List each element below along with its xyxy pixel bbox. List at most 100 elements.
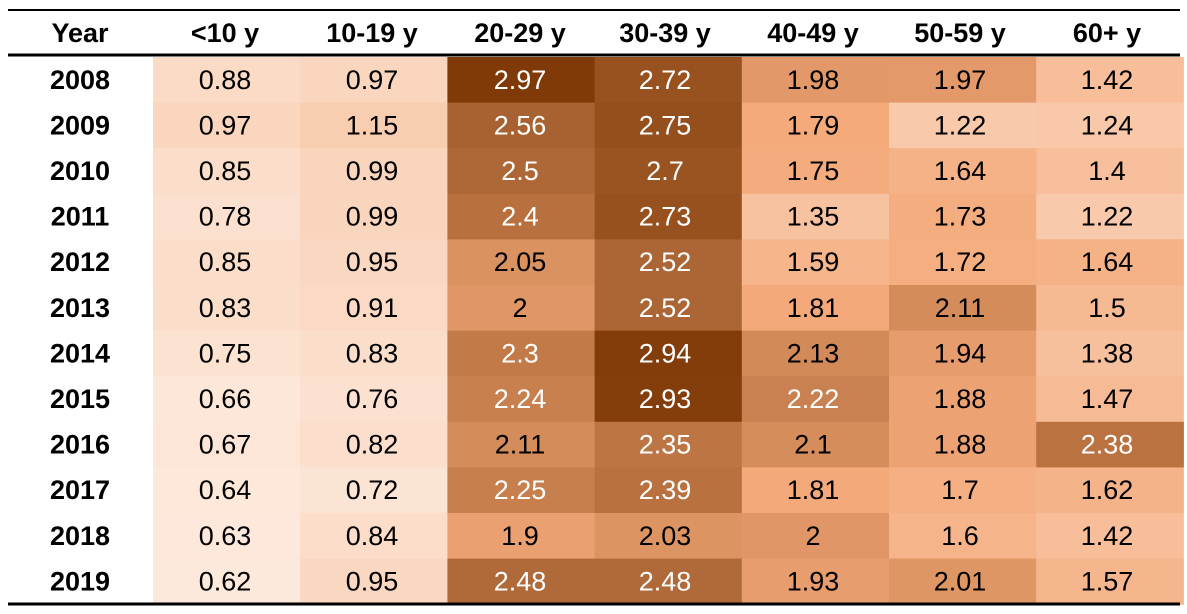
heatmap-cells <box>153 57 1184 605</box>
cell-value: 2.7 <box>646 156 684 186</box>
heatmap-cell <box>447 285 596 332</box>
row-label-2009: 2009 <box>50 110 110 140</box>
cell-value: 1.81 <box>787 475 840 505</box>
heatmap-cell <box>741 558 890 605</box>
cell-value: 1.47 <box>1081 384 1134 414</box>
heatmap-cell <box>447 513 596 560</box>
cell-value: 2.03 <box>639 521 692 551</box>
heatmap-cell <box>447 193 596 240</box>
heatmap-cell <box>889 513 1037 560</box>
heatmap-cell <box>1036 376 1184 423</box>
cell-value: 0.99 <box>346 202 399 232</box>
heatmap-cell <box>153 148 301 195</box>
heatmap-cell <box>153 467 301 514</box>
heatmap-cell <box>153 57 301 104</box>
heatmap-cell <box>1036 467 1184 514</box>
cell-value: 0.67 <box>199 430 252 460</box>
heatmap-cell <box>153 102 301 149</box>
heatmap-cell <box>889 239 1037 286</box>
heatmap-cell <box>741 148 890 195</box>
cell-value: 2.11 <box>495 430 546 460</box>
cell-value: 1.79 <box>787 110 840 140</box>
heatmap-cell <box>741 285 890 332</box>
heatmap-cell <box>1036 513 1184 560</box>
heatmap-cell <box>447 376 596 423</box>
heatmap-cell <box>889 421 1037 468</box>
heatmap-cell <box>447 558 596 605</box>
heatmap-cell <box>594 57 743 104</box>
heatmap-cell <box>594 285 743 332</box>
cell-value: 2.56 <box>494 110 547 140</box>
heatmap-cell <box>889 285 1037 332</box>
heatmap-cell <box>1036 193 1184 240</box>
row-label-2013: 2013 <box>50 293 110 323</box>
heatmap-cell <box>300 558 448 605</box>
heatmap-cell <box>1036 57 1184 104</box>
cell-value: 0.99 <box>346 156 399 186</box>
cell-value: 1.24 <box>1081 110 1134 140</box>
heatmap-cell <box>300 421 448 468</box>
cell-value: 0.95 <box>346 566 399 596</box>
heatmap-cell <box>594 467 743 514</box>
heatmap-cell <box>889 102 1037 149</box>
heatmap-cell <box>300 467 448 514</box>
cell-value: 2.48 <box>639 566 692 596</box>
cell-value: 2.5 <box>501 156 539 186</box>
heatmap-cell <box>1036 421 1184 468</box>
cell-value: 1.42 <box>1081 65 1134 95</box>
cell-value: 2.97 <box>494 65 547 95</box>
cell-value: 2.52 <box>639 247 692 277</box>
cell-value: 1.57 <box>1081 566 1134 596</box>
heatmap-cell <box>1036 285 1184 332</box>
heatmap-cell <box>594 102 743 149</box>
heatmap-cell <box>594 330 743 377</box>
row-label-2017: 2017 <box>50 475 110 505</box>
cell-value: 2.72 <box>639 65 692 95</box>
cell-value: 0.78 <box>199 202 252 232</box>
cell-value: 1.42 <box>1081 521 1134 551</box>
cell-value: 0.85 <box>199 247 252 277</box>
row-label-2016: 2016 <box>50 430 110 460</box>
cell-value: 2.75 <box>639 110 692 140</box>
heatmap-cell <box>447 148 596 195</box>
cell-value: 0.66 <box>199 384 252 414</box>
cell-value: 1.22 <box>934 110 987 140</box>
cell-value: 1.59 <box>787 247 840 277</box>
cell-value: 1.64 <box>1081 247 1134 277</box>
heatmap-cell <box>153 239 301 286</box>
cell-value: 0.63 <box>199 521 252 551</box>
cell-value: 1.38 <box>1081 338 1134 368</box>
cell-value: 0.72 <box>346 475 399 505</box>
cell-value: 2.48 <box>494 566 547 596</box>
heatmap-cell <box>889 376 1037 423</box>
heatmap-cell <box>1036 330 1184 377</box>
heatmap-labels: Year <10 y 10-19 y 20-29 y 30-39 y 40-49 y 50-… <box>50 18 1141 596</box>
cell-value: 2 <box>512 293 527 323</box>
heatmap-cell <box>153 558 301 605</box>
heatmap-cell <box>594 558 743 605</box>
cell-value: 2.11 <box>935 293 986 323</box>
cell-value: 1.6 <box>941 521 979 551</box>
cell-value: 0.84 <box>346 521 399 551</box>
cell-value: 1.7 <box>941 475 979 505</box>
cell-value: 1.5 <box>1088 293 1126 323</box>
heatmap-cell <box>889 330 1037 377</box>
cell-value: 1.94 <box>934 338 987 368</box>
cell-value: 1.73 <box>934 202 987 232</box>
cell-value: 1.75 <box>787 156 840 186</box>
row-label-2010: 2010 <box>50 156 110 186</box>
heatmap-cell <box>889 467 1037 514</box>
cell-value: 0.97 <box>199 110 252 140</box>
heatmap-cell <box>153 330 301 377</box>
cell-value: 2.73 <box>639 202 692 232</box>
row-label-2012: 2012 <box>50 247 110 277</box>
cell-value: 0.91 <box>346 293 399 323</box>
heatmap-cell <box>594 239 743 286</box>
cell-value: 2.4 <box>501 202 539 232</box>
cell-value: 0.83 <box>346 338 399 368</box>
cell-value: 0.76 <box>346 384 399 414</box>
cell-value: 2.94 <box>639 338 692 368</box>
heatmap-cell <box>300 513 448 560</box>
cell-value: 1.15 <box>346 110 399 140</box>
